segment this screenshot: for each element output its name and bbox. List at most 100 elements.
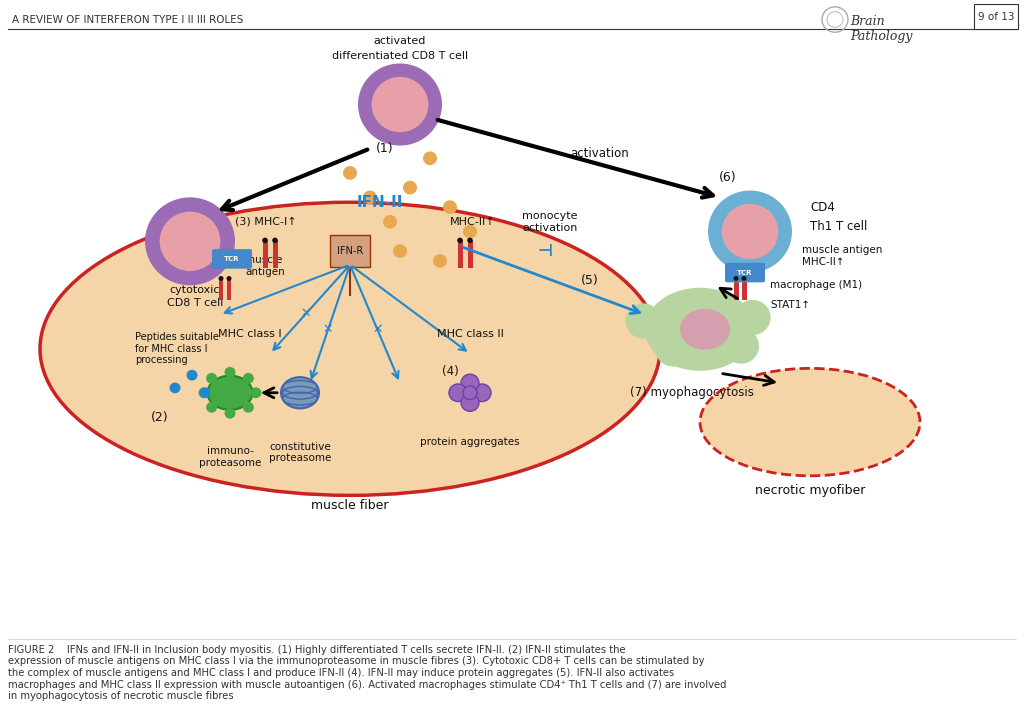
Circle shape bbox=[353, 234, 367, 248]
Text: A REVIEW OF INTERFERON TYPE I II III ROLES: A REVIEW OF INTERFERON TYPE I II III ROL… bbox=[12, 15, 244, 25]
Text: (1): (1) bbox=[376, 142, 394, 155]
Text: (5): (5) bbox=[582, 274, 599, 287]
Ellipse shape bbox=[160, 211, 220, 271]
Text: IFN-R: IFN-R bbox=[337, 246, 364, 256]
Text: CD4: CD4 bbox=[810, 201, 835, 214]
Text: (3) MHC-I↑: (3) MHC-I↑ bbox=[234, 216, 297, 227]
Circle shape bbox=[655, 331, 691, 367]
Bar bbox=[272, 241, 278, 268]
Text: constitutive
proteasome: constitutive proteasome bbox=[269, 441, 331, 464]
Text: muscle
antigen: muscle antigen bbox=[245, 255, 285, 276]
Ellipse shape bbox=[680, 309, 730, 350]
Text: cytotoxic: cytotoxic bbox=[170, 285, 220, 295]
Circle shape bbox=[733, 276, 738, 281]
Text: IFN-II: IFN-II bbox=[356, 195, 403, 210]
Circle shape bbox=[200, 387, 211, 398]
Text: TCR: TCR bbox=[737, 270, 753, 276]
Circle shape bbox=[463, 386, 477, 399]
Circle shape bbox=[433, 254, 447, 268]
Text: macrophage (M1): macrophage (M1) bbox=[770, 281, 862, 290]
Circle shape bbox=[626, 303, 662, 339]
Circle shape bbox=[467, 238, 473, 243]
Text: MHC class II: MHC class II bbox=[436, 329, 504, 339]
Circle shape bbox=[343, 166, 357, 179]
Circle shape bbox=[362, 191, 377, 204]
FancyBboxPatch shape bbox=[725, 263, 765, 283]
Circle shape bbox=[243, 373, 254, 384]
Text: (2): (2) bbox=[152, 411, 169, 424]
Ellipse shape bbox=[700, 368, 920, 476]
Text: MHC class I: MHC class I bbox=[218, 329, 282, 339]
Text: MHC-II↑: MHC-II↑ bbox=[450, 216, 496, 227]
Text: STAT1↑: STAT1↑ bbox=[770, 300, 810, 310]
Circle shape bbox=[473, 384, 490, 402]
Circle shape bbox=[741, 276, 746, 281]
Text: Th1 T cell: Th1 T cell bbox=[810, 220, 867, 233]
Bar bbox=[458, 241, 463, 268]
Bar bbox=[218, 278, 223, 300]
Ellipse shape bbox=[358, 63, 442, 145]
Circle shape bbox=[272, 238, 278, 243]
Ellipse shape bbox=[145, 197, 234, 286]
Text: (6): (6) bbox=[719, 172, 737, 184]
Circle shape bbox=[443, 200, 457, 214]
Bar bbox=[226, 278, 231, 300]
Text: protein aggregates: protein aggregates bbox=[420, 436, 520, 446]
Bar bbox=[733, 278, 738, 300]
Circle shape bbox=[170, 382, 180, 393]
Text: (7) myophagocytosis: (7) myophagocytosis bbox=[630, 387, 754, 399]
Ellipse shape bbox=[281, 377, 319, 409]
Circle shape bbox=[226, 276, 231, 281]
Text: differentiated CD8 T cell: differentiated CD8 T cell bbox=[332, 51, 468, 61]
Text: muscle fiber: muscle fiber bbox=[311, 498, 389, 512]
Text: Brain
Pathology: Brain Pathology bbox=[850, 15, 912, 43]
Circle shape bbox=[186, 370, 198, 380]
Ellipse shape bbox=[645, 288, 755, 371]
Text: CD8 T cell: CD8 T cell bbox=[167, 298, 223, 308]
Text: ✕: ✕ bbox=[373, 323, 383, 336]
Text: activation: activation bbox=[570, 147, 630, 160]
Circle shape bbox=[206, 402, 217, 413]
Circle shape bbox=[463, 225, 477, 239]
Bar bbox=[262, 241, 267, 268]
Ellipse shape bbox=[708, 191, 792, 273]
Text: Peptides suitable
for MHC class I
processing: Peptides suitable for MHC class I proces… bbox=[135, 333, 219, 365]
Text: activated: activated bbox=[374, 36, 426, 46]
Circle shape bbox=[199, 387, 210, 398]
Circle shape bbox=[251, 387, 261, 398]
Text: muscle antigen
MHC-II↑: muscle antigen MHC-II↑ bbox=[802, 245, 883, 267]
Circle shape bbox=[461, 394, 479, 412]
Ellipse shape bbox=[722, 204, 778, 259]
Circle shape bbox=[383, 215, 397, 229]
Text: TCR: TCR bbox=[224, 256, 240, 262]
Circle shape bbox=[393, 244, 407, 258]
Text: FIGURE 2    IFNs and IFN-II in Inclusion body myositis. (1) Highly differentiate: FIGURE 2 IFNs and IFN-II in Inclusion bo… bbox=[8, 645, 726, 701]
FancyBboxPatch shape bbox=[212, 249, 252, 268]
Circle shape bbox=[723, 328, 759, 364]
Circle shape bbox=[224, 408, 236, 419]
Circle shape bbox=[423, 152, 437, 165]
FancyBboxPatch shape bbox=[330, 236, 370, 267]
Text: ✕: ✕ bbox=[301, 307, 311, 320]
Circle shape bbox=[224, 367, 236, 377]
Ellipse shape bbox=[208, 376, 253, 410]
Text: (4): (4) bbox=[441, 365, 459, 378]
Circle shape bbox=[457, 238, 463, 243]
Circle shape bbox=[461, 375, 479, 392]
Bar bbox=[741, 278, 746, 300]
Text: monocyte
activation: monocyte activation bbox=[522, 211, 578, 233]
Circle shape bbox=[243, 402, 254, 413]
Text: 9 of 13: 9 of 13 bbox=[978, 11, 1014, 21]
Circle shape bbox=[262, 238, 268, 243]
Ellipse shape bbox=[372, 77, 428, 132]
Text: immuno-
proteasome: immuno- proteasome bbox=[199, 446, 261, 468]
Text: necrotic myofiber: necrotic myofiber bbox=[755, 484, 865, 497]
Circle shape bbox=[686, 289, 722, 325]
Circle shape bbox=[403, 181, 417, 194]
FancyBboxPatch shape bbox=[974, 4, 1018, 29]
Circle shape bbox=[449, 384, 467, 402]
Bar bbox=[468, 241, 472, 268]
Text: ✕: ✕ bbox=[323, 323, 333, 336]
Text: ⊣: ⊣ bbox=[538, 242, 553, 260]
Circle shape bbox=[206, 373, 217, 384]
